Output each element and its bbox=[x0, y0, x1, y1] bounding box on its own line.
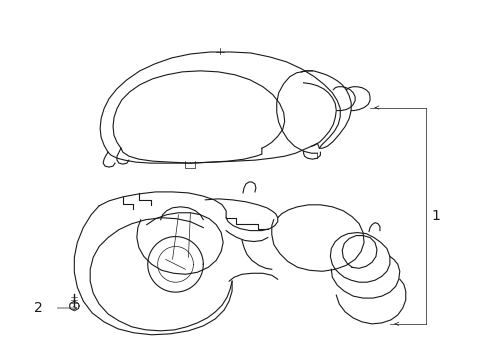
Text: 1: 1 bbox=[431, 209, 440, 223]
Text: 2: 2 bbox=[34, 301, 42, 315]
